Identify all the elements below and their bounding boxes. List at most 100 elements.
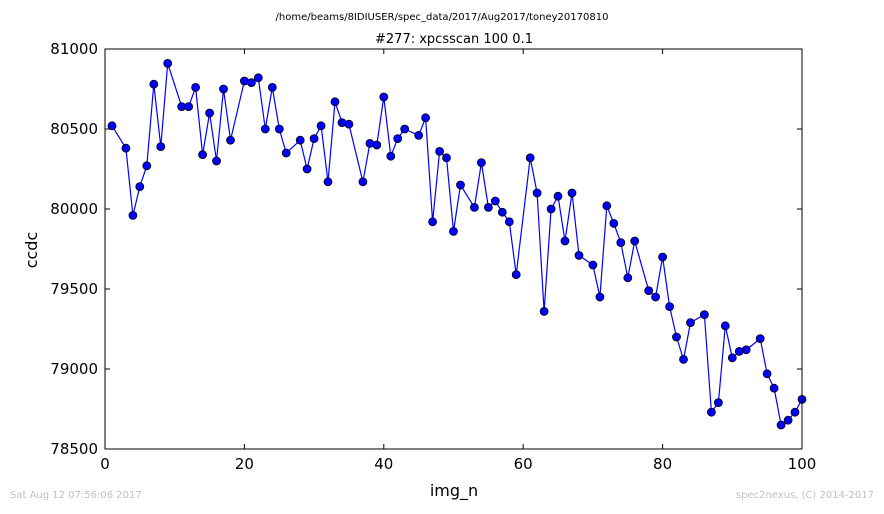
y-tick-label: 79000 [50, 360, 98, 378]
data-point [393, 134, 403, 144]
data-point [400, 124, 410, 134]
data-point [790, 407, 800, 417]
data-point [316, 121, 326, 131]
data-point [414, 130, 424, 140]
data-point [330, 97, 340, 107]
data-point [483, 202, 493, 212]
x-tick-label: 80 [653, 455, 672, 473]
data-point [274, 124, 284, 134]
data-point [212, 156, 221, 166]
data-point [783, 415, 793, 425]
data-point [449, 226, 458, 236]
data-point [386, 151, 396, 161]
data-point [511, 270, 521, 280]
data-point [532, 188, 542, 198]
data-point [476, 158, 486, 168]
data-point [755, 334, 765, 344]
data-point [226, 135, 235, 145]
x-tick-label: 40 [374, 455, 393, 473]
plot-frame [104, 48, 803, 450]
data-point [135, 182, 145, 192]
data-point [762, 369, 772, 379]
data-point [253, 73, 263, 83]
data-point [191, 83, 201, 92]
footer-credit: spec2nexus, (C) 2014-2017 [736, 490, 874, 501]
data-point [672, 332, 681, 342]
x-tick-label: 100 [788, 455, 817, 473]
data-point [679, 354, 688, 364]
data-point [428, 217, 438, 227]
data-point [379, 92, 389, 102]
data-point [246, 78, 256, 87]
data-point [149, 79, 159, 89]
data-point [665, 302, 674, 312]
footer-timestamp: Sat Aug 12 07:56:06 2017 [10, 490, 142, 501]
data-point [260, 124, 270, 134]
data-point [163, 59, 173, 68]
data-point [525, 153, 535, 163]
data-point [776, 420, 786, 430]
data-point [309, 134, 319, 144]
data-point [469, 202, 479, 212]
data-point [156, 142, 166, 152]
data-point [490, 196, 500, 206]
data-point [651, 292, 660, 302]
data-point [281, 148, 291, 158]
data-point [616, 238, 626, 248]
data-point [121, 143, 131, 153]
data-point [595, 292, 605, 302]
data-point [546, 204, 556, 214]
data-point [602, 201, 612, 211]
data-point [720, 321, 730, 331]
data-point [205, 108, 215, 118]
data-point [295, 135, 305, 145]
data-point [700, 310, 709, 320]
data-point [302, 164, 312, 174]
plot-area: 0 20 40 60 80 100 78500 79000 79500 80000 80500 810… [50, 40, 816, 473]
data-point [567, 188, 577, 198]
data-point [609, 218, 619, 228]
y-tick-label: 79500 [50, 280, 98, 298]
chart-suptitle: /home/beams/8IDIUSER/spec_data/2017/Aug2… [276, 12, 609, 23]
series-line [111, 63, 803, 427]
data-point [658, 252, 667, 262]
y-tick-label: 80000 [50, 200, 98, 218]
x-tick-label: 20 [235, 455, 254, 473]
y-axis-label: ccdc [22, 232, 41, 269]
data-point [623, 273, 633, 283]
data-point [456, 180, 465, 190]
data-point [442, 153, 451, 163]
data-point [686, 318, 695, 328]
data-point [198, 150, 208, 160]
y-tick-label: 80500 [50, 120, 98, 138]
data-point [344, 119, 354, 129]
data-point [553, 191, 563, 201]
data-point [107, 121, 117, 131]
data-point [184, 102, 194, 111]
data-point [504, 217, 514, 227]
x-tick-label: 0 [100, 455, 110, 473]
data-point [128, 210, 138, 220]
data-point [142, 161, 152, 171]
data-point [323, 177, 333, 187]
data-point [267, 83, 277, 92]
data-point [435, 146, 445, 156]
data-point [358, 177, 368, 187]
data-point [372, 140, 382, 150]
data-point [630, 236, 640, 246]
x-axis-label: img_n [430, 481, 478, 501]
data-point [644, 286, 654, 296]
data-point [588, 260, 598, 270]
data-point [574, 250, 584, 260]
y-tick-label: 81000 [50, 40, 98, 58]
x-tick-label: 60 [514, 455, 533, 473]
data-point [707, 407, 716, 417]
data-point [769, 383, 779, 393]
data-point [497, 207, 507, 217]
data-point [539, 306, 549, 316]
chart-title: #277: xpcsscan 100 0.1 [375, 32, 533, 47]
data-point [727, 353, 737, 363]
data-point [560, 236, 570, 246]
